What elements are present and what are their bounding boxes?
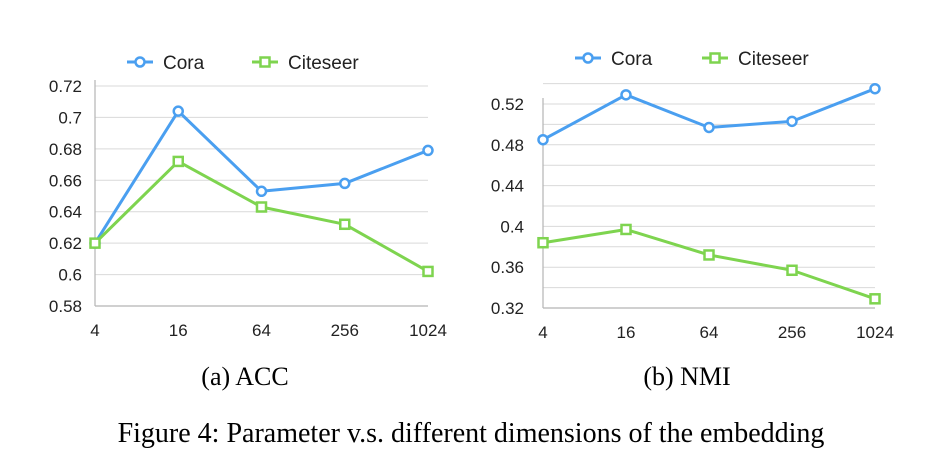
x-tick-label: 256 [778,323,806,342]
data-point-cora [869,82,881,95]
data-point-citeseer [786,264,798,277]
series-line-citeseer [93,159,429,273]
data-point-citeseer [172,155,184,168]
nmi-chart: 0.52 0.48 0.44 0.4 0.36 0.32 4 16 64 256 1024 Cora C… [491,49,894,342]
acc-chart: 0.72 0.7 0.68 0.66 0.64 0.62 0.6 0.58 4 16 64 256 10… [49,53,447,340]
y-tick-label: 0.4 [500,217,524,236]
x-tick-label: 1024 [856,323,894,342]
data-point-cora [620,89,632,101]
data-point-citeseer [620,223,632,236]
y-tick-label: 0.66 [49,171,82,190]
x-tick-label: 1024 [409,321,447,340]
x-tick-label: 4 [538,323,547,342]
acc-subcaption: (a) ACC [201,362,288,391]
series-line-cora [93,109,429,244]
data-point-cora [786,115,798,128]
data-point-cora [339,177,351,190]
x-tick-label: 16 [169,321,188,340]
x-tick-label: 4 [90,321,99,340]
data-point-cora [703,121,715,134]
x-tick-label: 256 [331,321,359,340]
x-tick-label: 16 [617,323,636,342]
data-point-citeseer [869,293,881,305]
legend-label-cora: Cora [163,53,205,74]
x-tick-label: 64 [252,321,271,340]
y-tick-label: 0.32 [491,299,524,318]
y-tick-label: 0.64 [49,203,82,222]
y-tick-label: 0.72 [49,77,82,96]
y-tick-label: 0.48 [491,136,524,155]
legend-label-citeseer: Citeseer [738,49,809,70]
y-tick-label: 0.6 [58,266,82,285]
data-point-citeseer [255,201,268,213]
data-point-cora [255,185,268,198]
legend-marker-citeseer [259,56,271,68]
y-tick-label: 0.68 [49,140,82,159]
y-tick-label: 0.7 [58,108,82,127]
y-tick-label: 0.44 [491,177,524,196]
y-tick-label: 0.62 [49,234,82,253]
legend-label-citeseer: Citeseer [288,53,359,74]
y-tick-label: 0.58 [49,297,82,316]
data-point-citeseer [422,265,434,278]
data-point-citeseer [89,237,101,249]
data-point-cora [172,105,184,117]
legend-marker-cora [134,56,146,68]
legend-label-cora: Cora [611,49,653,70]
series-line-citeseer [542,227,876,301]
y-tick-label: 0.52 [491,95,524,114]
data-point-cora [422,144,434,157]
legend-marker-citeseer [709,52,721,64]
data-point-citeseer [339,218,351,231]
x-tick-label: 64 [700,323,719,342]
y-tick-label: 0.36 [491,258,524,277]
data-point-citeseer [703,249,715,261]
data-point-citeseer [537,236,549,249]
data-point-cora [537,133,549,146]
nmi-subcaption: (b) NMI [643,362,730,391]
figure-caption: Figure 4: Parameter v.s. different dimen… [118,418,825,449]
legend-marker-cora [582,52,594,64]
